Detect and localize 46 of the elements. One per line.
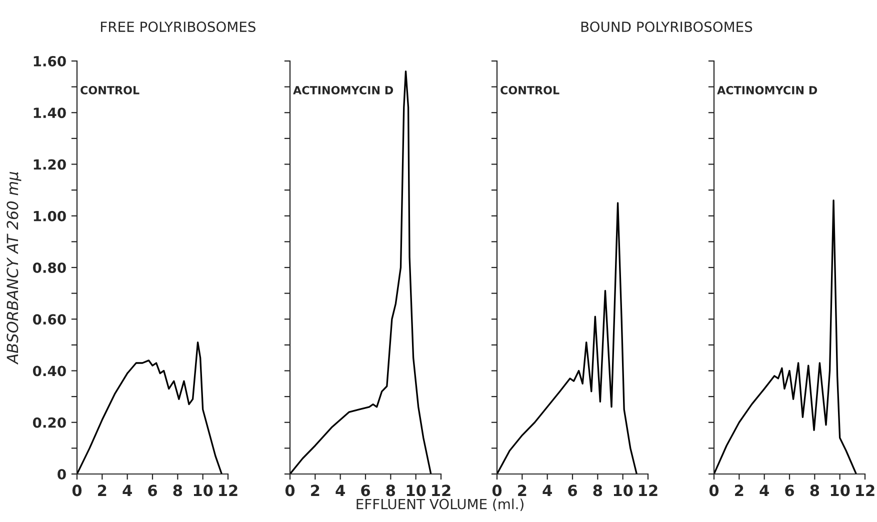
y-tick-label: 0.80 xyxy=(32,262,66,273)
annotation: ACTINOMYCIN D xyxy=(293,86,394,94)
x-tick-label: 10 xyxy=(194,484,213,496)
y-tick-label: 1.20 xyxy=(34,159,66,170)
x-axis-title: EFFLUENT VOLUME (ml.) xyxy=(356,498,524,511)
y-tick-label: 1.60 xyxy=(34,56,66,66)
x-tick-label: 2 xyxy=(98,484,106,496)
y-tick-label: 1.40 xyxy=(34,108,66,118)
x-tick-label: 10 xyxy=(830,484,850,496)
line-series xyxy=(77,342,223,474)
y-axis-title: ABSORBANCY AT 260 mμ xyxy=(6,172,22,365)
x-tick-label: 8 xyxy=(810,484,820,496)
x-tick-label: 4 xyxy=(336,484,345,496)
x-tick-label: 8 xyxy=(386,484,396,496)
x-tick-label: 4 xyxy=(542,484,552,496)
y-tick-label: 1.00 xyxy=(34,210,66,222)
x-tick-label: 10 xyxy=(406,484,426,496)
annotation: CONTROL xyxy=(80,86,140,94)
x-tick-label: 12 xyxy=(219,484,238,496)
y-tick-label: 0 xyxy=(58,468,66,480)
chart-title: FREE POLYRIBOSOMES xyxy=(101,22,256,32)
x-tick-label: 10 xyxy=(614,484,633,496)
x-tick-label: 2 xyxy=(311,484,320,496)
x-tick-label: 6 xyxy=(148,484,157,496)
x-tick-label: 12 xyxy=(432,484,450,496)
y-tick-label: 0.60 xyxy=(32,314,66,325)
x-tick-label: 12 xyxy=(639,484,658,496)
x-tick-label: 12 xyxy=(856,484,874,496)
x-tick-label: 4 xyxy=(760,484,769,496)
x-tick-label: 8 xyxy=(173,484,182,496)
x-tick-label: 0 xyxy=(72,484,82,496)
x-tick-label: 6 xyxy=(361,484,370,496)
x-tick-label: 2 xyxy=(735,484,744,496)
x-tick-label: 6 xyxy=(568,484,577,496)
x-tick-label: 0 xyxy=(492,484,502,496)
chart-title: BOUND POLYRIBOSOMES xyxy=(581,22,752,32)
x-tick-label: 0 xyxy=(709,484,719,496)
x-tick-label: 8 xyxy=(593,484,602,496)
annotation: ACTINOMYCIN D xyxy=(717,86,818,94)
x-tick-label: 2 xyxy=(518,484,526,496)
x-tick-label: 6 xyxy=(785,484,794,496)
x-tick-label: 4 xyxy=(122,484,132,496)
x-tick-label: 0 xyxy=(285,484,295,496)
y-tick-label: 0.20 xyxy=(32,417,66,428)
y-tick-label: 0.40 xyxy=(32,366,66,376)
annotation: CONTROL xyxy=(500,86,560,94)
